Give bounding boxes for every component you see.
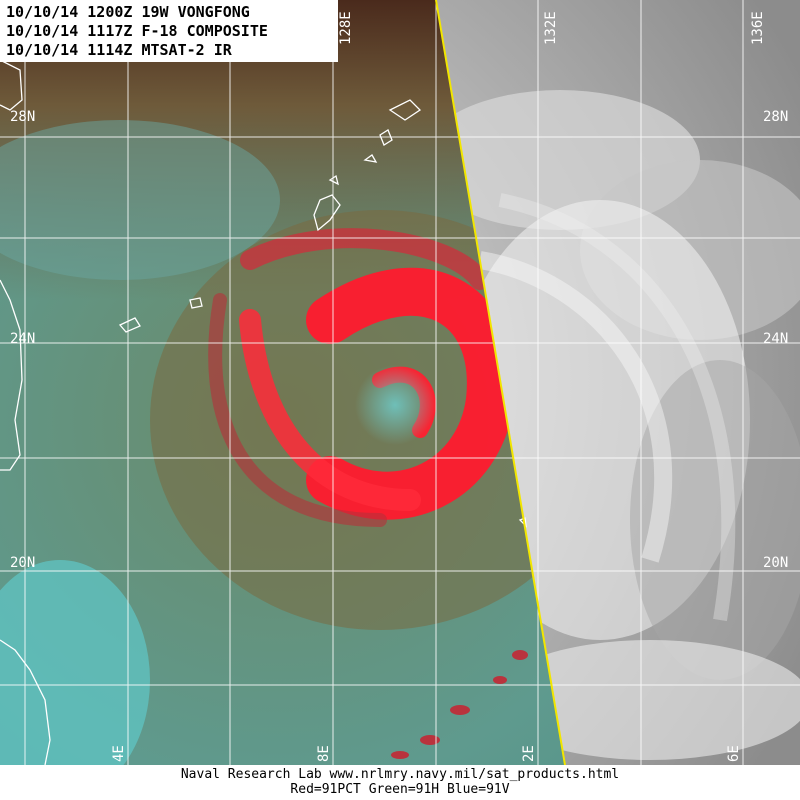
lon-label-bottom-4e: 4E [111, 745, 127, 762]
typhoon-eye [355, 365, 435, 445]
header-line-3: 10/10/14 1114Z MTSAT-2 IR [6, 41, 233, 59]
lat-label-20n-right: 20N [763, 555, 788, 571]
lat-label-24n-right: 24N [763, 331, 788, 347]
header-box [0, 0, 338, 62]
lat-label-20n-left: 20N [10, 555, 35, 571]
lon-label-128e: 128E [338, 11, 354, 45]
lon-label-132e: 132E [543, 11, 559, 45]
lat-label-28n-left: 28N [10, 109, 35, 125]
lat-label-28n-right: 28N [763, 109, 788, 125]
footer-box [0, 765, 800, 800]
footer-line-2: Red=91PCT Green=91H Blue=91V [290, 782, 509, 797]
lon-label-bottom-8e: 8E [316, 745, 332, 762]
swath-edge-line [435, 0, 566, 766]
latlon-grid [0, 0, 800, 765]
header-line-2: 10/10/14 1117Z F-18 COMPOSITE [6, 22, 268, 40]
lat-label-24n-left: 24N [10, 331, 35, 347]
lon-label-bottom-2e: 2E [521, 745, 537, 762]
lon-label-bottom-6e: 6E [726, 745, 742, 762]
footer-line-1: Naval Research Lab www.nrlmry.navy.mil/s… [181, 767, 619, 782]
lon-label-136e: 136E [750, 11, 766, 45]
scattered-convection-cells [391, 650, 528, 759]
header-line-1: 10/10/14 1200Z 19W VONGFONG [6, 3, 250, 21]
